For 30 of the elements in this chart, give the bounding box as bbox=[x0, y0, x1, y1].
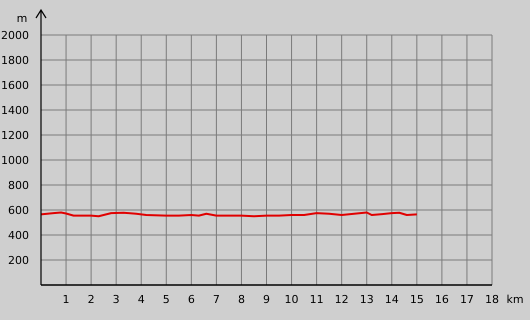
x-tick-label: 2 bbox=[88, 293, 95, 306]
y-tick-label: 1600 bbox=[1, 79, 29, 92]
x-tick-label: 9 bbox=[263, 293, 270, 306]
x-tick-label: 12 bbox=[334, 293, 349, 306]
x-tick-label: 5 bbox=[162, 293, 170, 306]
x-tick-label: 1 bbox=[62, 293, 70, 306]
x-tick-label: 8 bbox=[238, 293, 245, 306]
x-tick-label: 15 bbox=[410, 293, 424, 306]
x-tick-label: 6 bbox=[188, 293, 195, 306]
x-tick-label: 16 bbox=[434, 293, 449, 306]
x-tick-label: 3 bbox=[112, 293, 120, 306]
y-axis-title: m bbox=[16, 12, 28, 25]
y-tick-label: 2000 bbox=[1, 29, 29, 42]
y-tick-label: 1400 bbox=[1, 104, 29, 117]
y-tick-label: 1800 bbox=[1, 54, 29, 67]
x-tick-label: 14 bbox=[384, 293, 399, 306]
y-tick-label: 400 bbox=[8, 229, 29, 242]
x-tick-label: 4 bbox=[138, 293, 145, 306]
y-tick-label: 1200 bbox=[1, 129, 29, 142]
y-tick-label: 1000 bbox=[1, 154, 29, 167]
x-tick-label: 10 bbox=[284, 293, 299, 306]
y-tick-label: 200 bbox=[8, 254, 29, 267]
x-axis-title: km bbox=[506, 293, 524, 306]
x-tick-label: 7 bbox=[212, 293, 220, 306]
x-tick-label: 13 bbox=[360, 293, 374, 306]
y-tick-label: 600 bbox=[8, 204, 29, 217]
x-tick-label: 11 bbox=[310, 293, 324, 306]
y-tick-label: 800 bbox=[8, 179, 29, 192]
x-tick-label: 17 bbox=[460, 293, 474, 306]
x-tick-label: 18 bbox=[485, 293, 499, 306]
